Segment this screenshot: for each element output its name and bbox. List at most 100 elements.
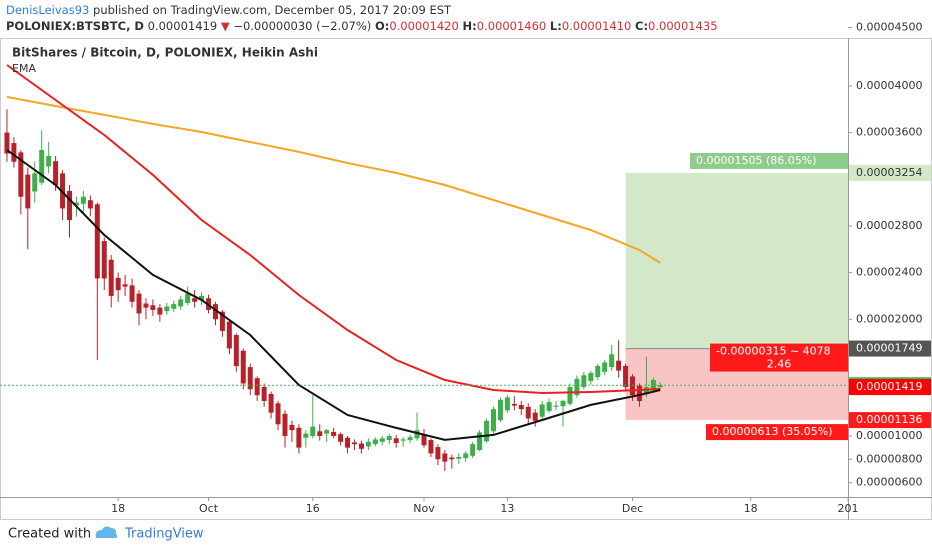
candle-body [53,161,59,186]
y-tick-label: 0.00001000 [856,429,922,442]
candle-body [233,335,239,366]
y-tick-label: 0.00000800 [856,452,922,465]
y-tick-label: 0.00003600 [856,126,922,139]
ohlc-value: 0.00001460 [477,19,547,33]
published: published on TradingView.com, December 0… [93,3,452,17]
candle-body [574,378,580,396]
candle-body [449,457,455,460]
candle-body [324,430,330,434]
x-tick-label: 18 [744,502,758,515]
indicator-label: EMA [12,62,36,75]
candle-body [414,430,420,439]
candle-body [108,259,114,296]
candle-body [122,284,128,287]
candle-body [567,386,573,404]
candle-body [157,307,163,315]
candle-body [143,303,149,308]
candle-body [525,406,531,419]
candle-body [240,350,246,384]
candle-body [358,443,364,449]
candle-body [400,439,406,441]
candle-body [428,440,434,454]
candle-body [435,447,441,460]
candle-body [484,420,490,442]
x-tick-label: Dec [622,502,643,515]
candle-body [560,400,566,407]
candle-body [247,367,253,390]
y-tick-label: 0.00000600 [856,476,922,489]
entry-axis-label: 0.00001749 [856,342,922,355]
candle-body [136,293,142,314]
candle-body [254,378,260,396]
target-text: 0.00001505 (86.05%) [696,154,817,167]
candle-body [595,365,601,378]
candle-body [657,385,663,387]
candle-body [32,173,38,192]
candle-body [345,437,351,448]
entry-text: -0.00000315 ~ 4078 [716,345,831,358]
candle-body [463,453,469,459]
candle-body [25,174,31,209]
candle-body [393,438,399,443]
candle-body [331,431,337,436]
candle-body [456,456,462,459]
candle-body [630,376,636,396]
entry-text-bg [710,343,848,372]
candle-body [609,354,615,368]
price-axis-label-bg [849,379,931,396]
candle-body [18,152,24,197]
target-axis-label-bg [849,164,931,181]
x-tick-label: 16 [306,502,320,515]
ratio-text: 2.46 [767,358,792,371]
candle-body [39,150,45,183]
y-tick-label: 0.00002800 [856,219,922,232]
candle-body [261,386,267,401]
author[interactable]: DenisLeivas93 [6,3,89,17]
candle-body [310,426,316,436]
candle-body [275,403,281,425]
candle-body [504,397,510,411]
price-axis-label: 0.00001419 [856,380,922,393]
candle-body [477,432,483,450]
candle-body [539,404,545,417]
candle-body [372,439,378,445]
chart-title: BitShares / Bitcoin, D, POLONIEX, Heikin… [12,46,318,60]
candle-body [87,200,93,209]
candle-body [46,155,52,167]
candle-body [518,405,524,410]
candle-body [317,431,323,436]
stop-text-bg [706,424,848,441]
x-tick-label: 18 [111,502,125,515]
candle-body [581,375,587,387]
candle-body [365,441,371,447]
candle-body [129,285,135,302]
candle-body [623,365,629,387]
footer-brand[interactable]: TradingView [124,527,204,542]
plot [4,64,848,471]
candle-body [171,304,177,309]
candle-body [199,295,205,301]
candle-body [497,399,503,421]
candle-body [491,409,497,432]
ohlc-key: H: [462,19,476,33]
x-tick-label: 201 [838,502,859,515]
ema-line [6,96,661,264]
candle-body [178,299,184,307]
candle-body [532,412,538,421]
y-tick-label: 0.00002400 [856,266,922,279]
candle-body [11,143,17,162]
candle-body [73,202,79,206]
entry-axis-label-bg [849,340,931,357]
header-line: DenisLeivas93 published on TradingView.c… [6,3,452,17]
arrow: ▼ [221,19,230,33]
candle-body [602,362,608,372]
ohlc-value: 0.00001435 [648,19,718,33]
ohlc-key: L: [550,19,562,33]
candle-body [421,434,427,446]
target-zone [625,172,848,349]
x-tick-label: Nov [413,502,435,515]
candle-body [150,305,156,310]
candle-body [379,438,385,442]
ohlc-value: 0.00001410 [562,19,632,33]
